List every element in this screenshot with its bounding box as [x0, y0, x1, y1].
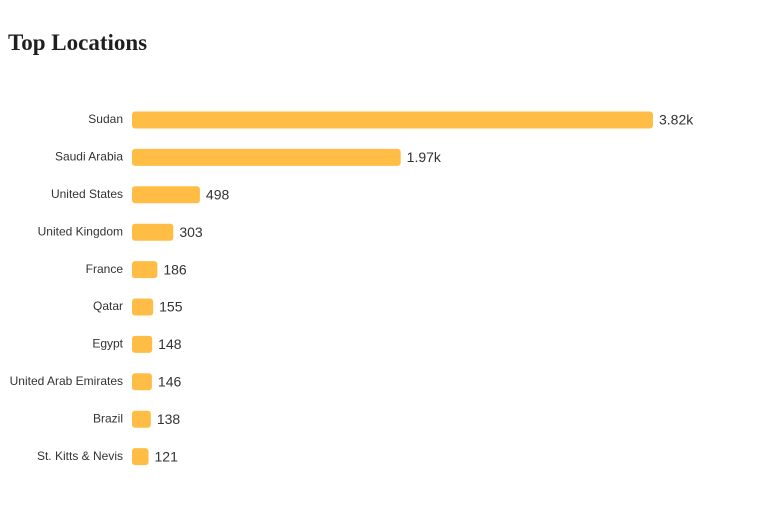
value-label-united-kingdom: 303 — [179, 224, 203, 240]
bar-qatar[interactable] — [132, 298, 154, 316]
value-label-france: 186 — [163, 261, 187, 277]
category-label-sudan: Sudan — [88, 112, 123, 126]
value-label-qatar: 155 — [159, 299, 183, 315]
value-label-saudi-arabia: 1.97k — [407, 149, 442, 165]
category-label-brazil: Brazil — [93, 411, 123, 425]
category-label-saudi-arabia: Saudi Arabia — [55, 150, 123, 164]
category-label-united-arab-emirates: United Arab Emirates — [10, 374, 123, 388]
category-label-qatar: Qatar — [93, 299, 123, 313]
bar-sudan[interactable] — [132, 111, 653, 129]
value-label-sudan: 3.82k — [659, 112, 694, 128]
bar-egypt[interactable] — [132, 335, 153, 353]
value-label-united-arab-emirates: 146 — [158, 374, 182, 390]
category-label-st-kitts-nevis: St. Kitts & Nevis — [37, 449, 123, 463]
category-label-united-kingdom: United Kingdom — [38, 224, 123, 238]
bar-brazil[interactable] — [132, 410, 151, 428]
bar-saudi-arabia[interactable] — [132, 148, 401, 166]
category-label-france: France — [86, 262, 124, 276]
value-label-brazil: 138 — [157, 411, 181, 427]
bar-france[interactable] — [132, 261, 158, 279]
bar-united-arab-emirates[interactable] — [132, 373, 152, 391]
value-label-egypt: 148 — [158, 336, 182, 352]
chart-title: Top Locations — [8, 30, 148, 55]
category-label-united-states: United States — [51, 187, 123, 201]
bar-united-kingdom[interactable] — [132, 223, 174, 241]
value-label-united-states: 498 — [206, 187, 230, 203]
bar-st-kitts-nevis[interactable] — [132, 448, 149, 466]
category-label-egypt: Egypt — [92, 337, 123, 351]
bar-united-states[interactable] — [132, 186, 200, 204]
value-label-st-kitts-nevis: 121 — [155, 448, 179, 464]
